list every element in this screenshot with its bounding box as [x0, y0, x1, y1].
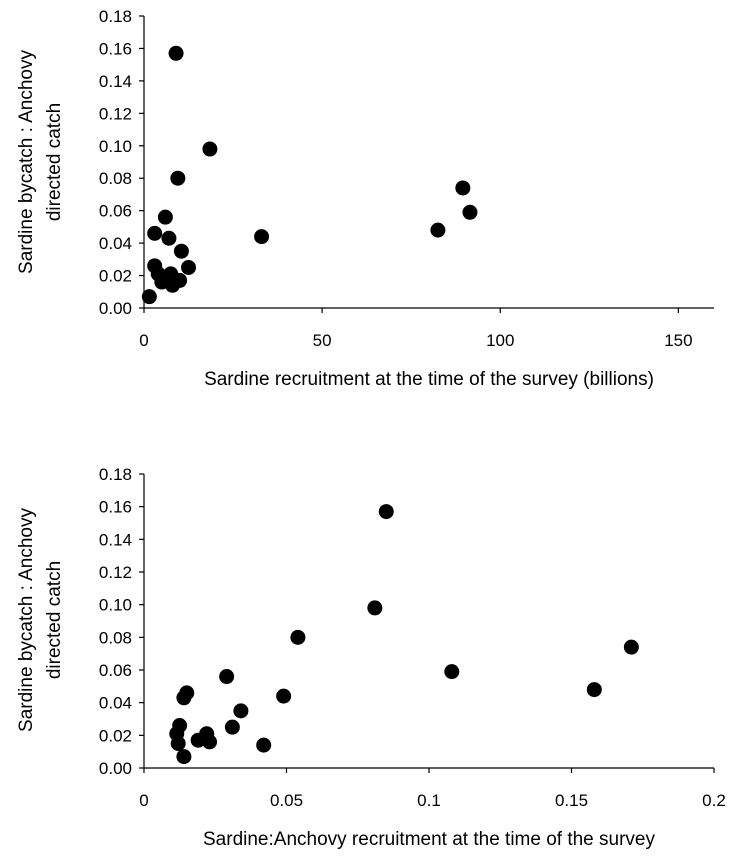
y-tick-label: 0.18: [99, 465, 132, 484]
data-point: [290, 629, 306, 645]
data-point: [181, 259, 197, 275]
y-axis-title: directed catch: [44, 103, 65, 221]
data-point: [455, 180, 471, 196]
data-point: [141, 289, 157, 305]
y-axis-title: Sardine bycatch : Anchovy: [16, 50, 37, 274]
data-point: [161, 230, 177, 246]
y-tick-label: 0.04: [99, 234, 132, 253]
y-axis-title: Sardine bycatch : Anchovy: [16, 508, 37, 732]
x-tick-label: 0.05: [270, 791, 303, 810]
data-point: [430, 222, 446, 238]
data-point: [378, 504, 394, 520]
data-point: [176, 690, 192, 706]
x-tick-label: 100: [486, 331, 514, 350]
y-tick-label: 0.16: [99, 498, 132, 517]
y-tick-label: 0.02: [99, 267, 132, 286]
x-axis-title: Sardine recruitment at the time of the s…: [204, 369, 654, 390]
data-point: [586, 682, 602, 698]
x-tick-label: 50: [313, 331, 332, 350]
data-point: [367, 600, 383, 616]
x-tick-label: 150: [664, 331, 692, 350]
y-tick-label: 0.08: [99, 628, 132, 647]
data-point: [168, 45, 184, 61]
y-tick-label: 0.02: [99, 726, 132, 745]
y-tick-label: 0.18: [99, 7, 132, 26]
data-point: [170, 736, 186, 751]
x-axis-title: Sardine:Anchovy recruitment at the time …: [203, 829, 655, 850]
y-tick-label: 0.10: [99, 137, 132, 156]
data-point: [254, 229, 270, 245]
y-tick-label: 0.12: [99, 104, 132, 123]
y-tick-label: 0.16: [99, 39, 132, 58]
chart-recruitment-scatter: 0.00 0.02 0.04 0.06 0.08 0.10 0.12 0.14 0.16 0.18…: [16, 7, 714, 390]
data-point: [462, 204, 478, 220]
x-tick-label: 0: [139, 791, 148, 810]
y-axis-title: directed catch: [44, 561, 65, 679]
data-point: [256, 737, 272, 753]
data-point: [147, 225, 163, 241]
data-point: [623, 639, 639, 655]
data-point: [190, 732, 206, 748]
data-point: [233, 703, 249, 719]
data-point: [444, 664, 460, 680]
data-point: [173, 243, 189, 259]
y-tick-label: 0.10: [99, 596, 132, 615]
y-tick-label: 0.06: [99, 661, 132, 680]
y-tick-label: 0.00: [99, 759, 132, 778]
y-tick-label: 0.00: [99, 299, 132, 318]
y-tick-label: 0.14: [99, 530, 132, 549]
data-point: [170, 170, 186, 186]
data-point: [276, 688, 292, 704]
data-point: [224, 719, 240, 735]
x-tick-label: 0.15: [555, 791, 588, 810]
y-tick-label: 0.12: [99, 563, 132, 582]
data-point: [176, 749, 192, 765]
data-point: [202, 141, 218, 157]
x-tick-label: 0.2: [702, 791, 726, 810]
y-tick-label: 0.04: [99, 694, 132, 713]
y-tick-label: 0.08: [99, 169, 132, 188]
data-point: [157, 209, 173, 225]
y-tick-label: 0.06: [99, 202, 132, 221]
data-point: [165, 277, 180, 293]
x-tick-label: 0.1: [417, 791, 441, 810]
chart-ratio-scatter: 0.000.020.040.060.080.100.120.140.160.18…: [16, 465, 726, 850]
y-tick-label: 0.14: [99, 72, 132, 91]
data-point: [202, 734, 218, 750]
x-tick-label: 0: [139, 331, 148, 350]
data-point: [219, 669, 235, 685]
